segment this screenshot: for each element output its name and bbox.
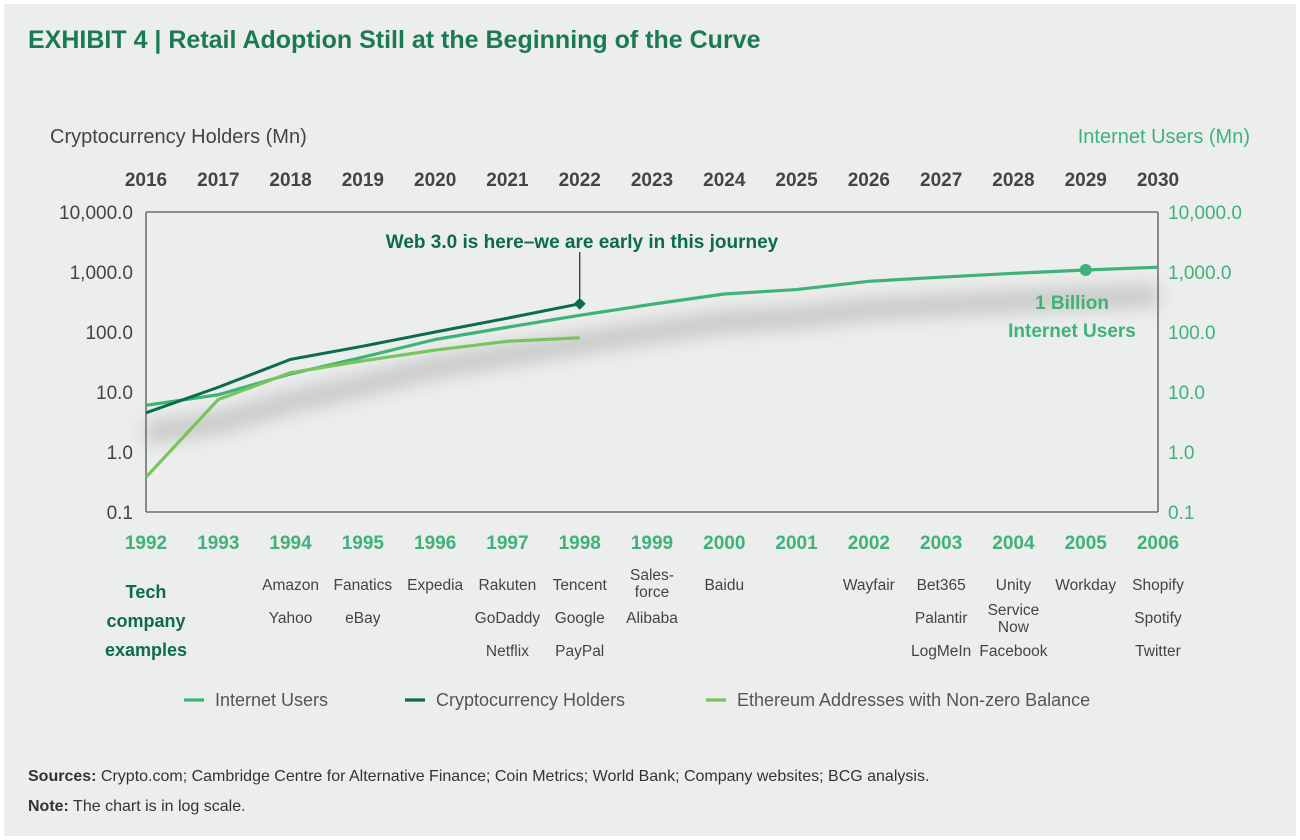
note-line: Note: The chart is in log scale. (28, 792, 929, 822)
y-tick-right: 10.0 (1168, 383, 1205, 404)
y-axis-title-right: Internet Users (Mn) (1078, 126, 1250, 148)
bottom-year-label: 1992 (125, 533, 167, 554)
tech-company: LogMeIn (911, 643, 971, 660)
bottom-year-label: 1998 (559, 533, 601, 554)
tech-company: PayPal (555, 643, 604, 660)
y-tick-left: 1.0 (107, 443, 133, 464)
tech-company: Rakuten (479, 577, 537, 594)
legend-label-crypto: Cryptocurrency Holders (436, 690, 625, 710)
y-tick-left: 1,000.0 (70, 263, 133, 284)
tech-examples-label: Tech (126, 582, 167, 602)
web3-annotation: Web 3.0 is here–we are early in this jou… (386, 232, 779, 253)
top-year-label: 2021 (486, 170, 529, 191)
y-tick-left: 100.0 (85, 323, 133, 344)
tech-examples-label: company (106, 611, 185, 631)
tech-company: Yahoo (269, 610, 313, 627)
tech-company: Wayfair (843, 577, 895, 594)
tech-company: Tencent (553, 577, 608, 594)
exhibit-title: EXHIBIT 4 | Retail Adoption Still at the… (28, 26, 761, 54)
web3-marker (573, 297, 586, 310)
tech-company: Shopify (1132, 577, 1184, 594)
tech-company: Sales-force (630, 567, 674, 601)
tech-company: Netflix (486, 643, 529, 660)
bottom-year-label: 2001 (775, 533, 818, 554)
bottom-year-label: 2005 (1065, 533, 1108, 554)
y-tick-left: 10.0 (96, 383, 133, 404)
curve-shadow (144, 284, 1159, 445)
top-year-label: 2024 (703, 170, 746, 191)
y-tick-left: 10,000.0 (59, 203, 133, 224)
sources-text: Crypto.com; Cambridge Centre for Alterna… (96, 768, 930, 785)
top-year-label: 2030 (1137, 170, 1179, 191)
y-tick-right: 1.0 (1168, 443, 1194, 464)
y-tick-right: 10,000.0 (1168, 203, 1242, 224)
tech-company: Spotify (1134, 610, 1182, 627)
series-line-crypto (145, 302, 581, 415)
bottom-year-label: 2003 (920, 533, 962, 554)
top-year-label: 2023 (631, 170, 673, 191)
top-year-label: 2026 (848, 170, 890, 191)
note-label: Note: (28, 798, 69, 815)
top-year-label: 2022 (559, 170, 601, 191)
bottom-year-label: 1999 (631, 533, 673, 554)
sources-label: Sources: (28, 768, 97, 785)
bottom-year-label: 2006 (1137, 533, 1179, 554)
tech-company: Twitter (1135, 643, 1181, 660)
bottom-year-label: 2002 (848, 533, 890, 554)
series-line-eth (144, 336, 580, 479)
tech-examples-label: examples (105, 640, 187, 660)
tech-company: Palantir (915, 610, 968, 627)
top-year-label: 2029 (1065, 170, 1107, 191)
tech-company: Baidu (704, 577, 744, 594)
top-year-label: 2025 (775, 170, 818, 191)
top-year-label: 2027 (920, 170, 962, 191)
top-year-label: 2028 (992, 170, 1034, 191)
tech-company: GoDaddy (475, 610, 541, 627)
tech-company: Unity (996, 577, 1032, 594)
bottom-year-label: 2004 (992, 533, 1035, 554)
tech-company: Fanatics (334, 577, 393, 594)
tech-company: Expedia (407, 577, 463, 594)
bottom-year-label: 1996 (414, 533, 456, 554)
bottom-year-label: 1994 (269, 533, 312, 554)
bottom-year-label: 1997 (486, 533, 528, 554)
tech-company: Facebook (979, 643, 1047, 660)
y-axis-title-left: Cryptocurrency Holders (Mn) (50, 126, 307, 148)
bottom-year-label: 1993 (197, 533, 239, 554)
legend-label-internet: Internet Users (215, 690, 328, 710)
billion-marker (1079, 263, 1092, 276)
sources-line: Sources: Crypto.com; Cambridge Centre fo… (28, 762, 929, 792)
tech-company: Bet365 (917, 577, 966, 594)
top-year-label: 2019 (342, 170, 384, 191)
bottom-year-label: 2000 (703, 533, 745, 554)
tech-company: Amazon (262, 577, 319, 594)
top-year-label: 2018 (269, 170, 311, 191)
note-text: The chart is in log scale. (68, 798, 246, 815)
top-year-label: 2016 (125, 170, 167, 191)
top-year-label: 2020 (414, 170, 456, 191)
tech-company: Alibaba (626, 610, 678, 627)
y-tick-right: 1,000.0 (1168, 263, 1231, 284)
y-tick-right: 0.1 (1168, 503, 1194, 524)
sources-block: Sources: Crypto.com; Cambridge Centre fo… (28, 762, 929, 822)
billion-annotation-line2: Internet Users (1008, 321, 1136, 342)
top-year-label: 2017 (197, 170, 239, 191)
y-tick-left: 0.1 (107, 503, 133, 524)
tech-company: eBay (345, 610, 381, 627)
billion-annotation-line1: 1 Billion (1035, 293, 1109, 314)
tech-company: Google (555, 610, 605, 627)
tech-company: Service Now (988, 602, 1040, 636)
bottom-year-label: 1995 (342, 533, 385, 554)
legend-label-eth: Ethereum Addresses with Non-zero Balance (737, 690, 1090, 710)
y-tick-right: 100.0 (1168, 323, 1216, 344)
tech-company: Workday (1055, 577, 1116, 594)
